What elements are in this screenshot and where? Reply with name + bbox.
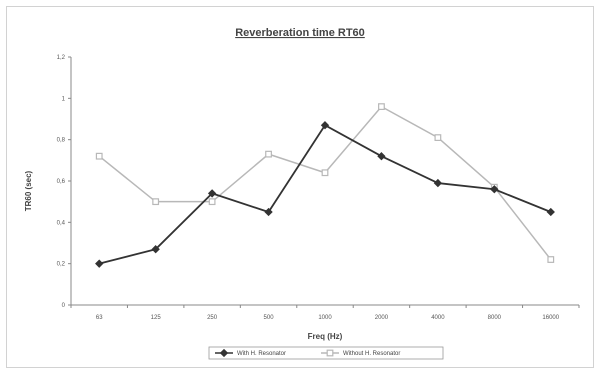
x-tick-label: 1000 <box>318 315 332 321</box>
y-tick-label: 0,6 <box>57 179 66 185</box>
x-tick-label: 8000 <box>488 315 502 321</box>
plot-area: 0 0,2 0,4 0,6 0,8 1 1,2 63 125 250 500 1000 2000 4000… <box>57 55 580 321</box>
legend-entry-label: Without H. Resonator <box>343 351 400 357</box>
data-point-1 <box>208 198 216 206</box>
data-point-1 <box>434 134 442 142</box>
data-point-0 <box>490 185 499 194</box>
data-point-1 <box>378 103 385 111</box>
y-tick-label: 0,4 <box>57 220 66 226</box>
legend-marker-0 <box>219 348 229 358</box>
legend-entry-label: With H. Resonator <box>237 351 286 357</box>
data-point-1 <box>547 256 555 263</box>
y-tick-label: 1 <box>62 96 66 102</box>
chart-title: Reverberation time RT60 <box>235 27 365 39</box>
x-tick-label: 250 <box>207 315 218 321</box>
data-point-0 <box>433 178 443 188</box>
chart-frame: Reverberation time RT60 TR60 (sec) Freq … <box>6 6 594 368</box>
x-tick-label: 500 <box>264 315 275 321</box>
data-point-1 <box>95 152 103 160</box>
data-point-0 <box>95 259 104 268</box>
data-point-1 <box>321 169 329 177</box>
y-tick-label: 0,2 <box>57 262 66 268</box>
data-point-1 <box>152 198 160 206</box>
legend-marker-1 <box>326 349 334 357</box>
data-point-0 <box>546 207 555 217</box>
data-point-1 <box>265 150 272 158</box>
x-axis-label: Freq (Hz) <box>308 332 343 341</box>
series-line-0 <box>98 124 552 265</box>
x-tick-label: 16000 <box>542 315 559 321</box>
legend: With H. Resonator Without H. Resonator <box>208 346 444 360</box>
x-tick-label: 2000 <box>375 315 389 321</box>
y-tick-label: 0 <box>62 303 66 309</box>
y-tick-label: 1,2 <box>57 55 66 61</box>
line-chart: Reverberation time RT60 TR60 (sec) Freq … <box>24 27 580 360</box>
data-point-0 <box>207 189 217 198</box>
data-point-0 <box>377 152 386 161</box>
y-axis-label: TR60 (sec) <box>24 170 33 211</box>
data-point-0 <box>264 207 273 217</box>
x-tick-label: 4000 <box>431 315 445 321</box>
x-tick-label: 125 <box>151 315 162 321</box>
y-tick-label: 0,8 <box>57 138 66 144</box>
data-point-0 <box>151 245 160 254</box>
series-line-1 <box>98 105 552 260</box>
data-point-0 <box>320 121 330 130</box>
x-tick-label: 63 <box>96 315 103 321</box>
